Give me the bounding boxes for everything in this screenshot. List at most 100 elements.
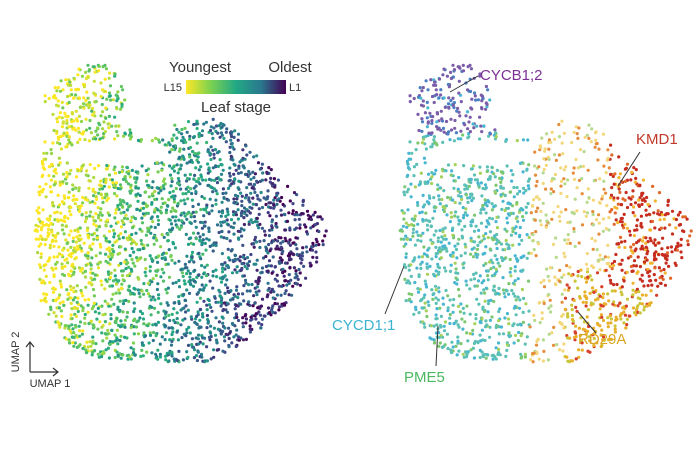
cell-point (468, 196, 472, 200)
cell-point (247, 169, 251, 174)
cell-point (613, 324, 617, 328)
cell-point (125, 262, 129, 266)
cell-point (110, 328, 114, 332)
cell-point (402, 237, 406, 241)
cell-point (587, 136, 591, 140)
cell-point (94, 342, 98, 346)
cell-point (420, 129, 424, 133)
cell-point (77, 186, 81, 190)
cell-point (39, 242, 43, 246)
cell-point (173, 261, 177, 265)
cell-point (404, 221, 408, 225)
cell-point (168, 164, 172, 168)
cell-point (275, 293, 279, 297)
cell-point (175, 317, 179, 321)
cell-point (478, 355, 482, 360)
cell-point (192, 177, 196, 181)
cell-point (244, 144, 248, 148)
cell-point (83, 253, 88, 257)
cell-point (504, 354, 508, 358)
cell-point (134, 193, 138, 197)
cell-point (191, 231, 196, 235)
cell-point (623, 239, 627, 243)
cell-point (166, 262, 170, 266)
cell-point (485, 102, 489, 106)
cell-point (623, 313, 628, 317)
cell-point (239, 214, 243, 218)
cell-point (515, 192, 520, 196)
cell-point (153, 197, 157, 202)
cell-point (593, 239, 597, 243)
cell-point (631, 306, 636, 310)
cell-point (580, 341, 584, 345)
cell-point (403, 263, 407, 267)
cell-point (457, 79, 461, 83)
umap2-label: UMAP 2 (10, 332, 22, 373)
cell-point (140, 289, 144, 293)
cell-point (155, 161, 159, 165)
cell-point (127, 172, 131, 176)
cell-point (137, 277, 141, 281)
cell-point (259, 304, 263, 308)
cell-point (653, 238, 657, 242)
cell-point (188, 275, 192, 279)
cell-point (501, 276, 505, 280)
cell-point (222, 136, 226, 140)
cell-point (625, 270, 629, 274)
cell-point (245, 289, 249, 293)
cell-point (562, 326, 566, 330)
cell-point (640, 193, 644, 197)
cell-point (194, 210, 198, 214)
cell-point (71, 239, 75, 243)
cell-point (286, 184, 290, 188)
cell-point (470, 192, 474, 196)
cell-point (551, 343, 556, 347)
cell-point (683, 215, 687, 219)
cell-point (183, 173, 187, 177)
legend-high: Oldest (268, 59, 312, 76)
cell-point (271, 296, 275, 300)
cell-point (434, 88, 438, 92)
cell-point (160, 161, 164, 165)
cell-point (223, 326, 227, 330)
cell-point (456, 137, 460, 141)
cell-point (67, 83, 71, 87)
cell-point (192, 242, 196, 246)
cell-point (482, 288, 486, 292)
cell-point (275, 244, 279, 248)
cell-point (277, 197, 281, 201)
cell-point (175, 127, 179, 132)
cell-point (188, 155, 192, 159)
cell-point (116, 90, 120, 94)
cell-point (511, 281, 515, 285)
cell-point (455, 109, 459, 113)
cell-point (438, 250, 442, 254)
cell-point (145, 179, 149, 183)
cell-point (134, 231, 138, 235)
cell-point (57, 245, 61, 249)
cell-point (409, 182, 413, 186)
cell-point (529, 358, 533, 362)
cell-point (56, 104, 61, 108)
cell-point (95, 228, 99, 232)
cell-point (71, 341, 75, 345)
cell-point (495, 232, 499, 237)
cell-point (477, 235, 481, 239)
cell-point (52, 204, 56, 208)
cell-point (237, 164, 241, 168)
cell-point (612, 182, 616, 186)
cell-point (625, 317, 630, 321)
cell-point (473, 322, 477, 326)
cell-point (427, 131, 431, 135)
cell-point (463, 242, 467, 246)
cell-point (196, 231, 200, 235)
cell-point (58, 279, 62, 283)
cell-point (565, 264, 569, 268)
cell-point (531, 360, 535, 364)
legend-title: Leaf stage (201, 99, 271, 116)
cell-point (77, 114, 81, 118)
cell-point (291, 202, 295, 206)
cell-point (236, 194, 240, 198)
cell-point (97, 311, 101, 315)
cell-point (613, 330, 618, 334)
